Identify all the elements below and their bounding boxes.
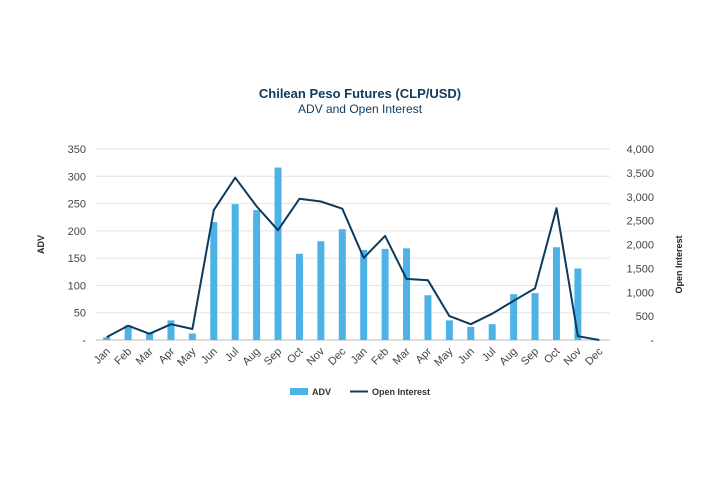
x-tick-label: Mar xyxy=(391,345,413,367)
y-tick-label-left: 300 xyxy=(68,171,86,183)
x-tick-label: Dec xyxy=(583,345,606,368)
adv-bar xyxy=(210,222,218,340)
open-interest-line xyxy=(106,176,600,341)
y-tick-label-right: 3,000 xyxy=(626,192,654,204)
x-tick-label: Dec xyxy=(326,345,349,368)
adv-bar xyxy=(253,210,261,340)
adv-bar xyxy=(403,248,411,340)
adv-bar xyxy=(146,332,154,340)
y-tick-label-left: - xyxy=(82,335,86,347)
adv-bar xyxy=(167,320,175,340)
x-tick-label: Oct xyxy=(542,346,563,367)
adv-bar xyxy=(188,333,196,340)
x-tick-label: Jul xyxy=(480,346,498,364)
x-tick-label: Sep xyxy=(519,346,541,368)
x-tick-label: Nov xyxy=(562,345,585,368)
adv-bar xyxy=(338,229,346,340)
y-tick-label-right: 2,000 xyxy=(626,240,654,252)
chart-title: Chilean Peso Futures (CLP/USD) xyxy=(258,86,462,101)
y-tick-label-right: 3,500 xyxy=(626,168,654,180)
x-tick-label: Jun xyxy=(199,346,220,367)
adv-bar xyxy=(317,241,325,340)
x-tick-label: Jan xyxy=(349,346,370,367)
adv-bar xyxy=(103,337,111,340)
legend-adv-label: ADV xyxy=(312,387,331,397)
adv-bar xyxy=(124,325,132,340)
y-tick-label-right: 4,000 xyxy=(626,144,654,156)
y-tick-label-left: 150 xyxy=(68,253,86,265)
x-tick-label: Feb xyxy=(369,346,391,368)
adv-bar xyxy=(467,326,475,340)
x-tick-label: Jun xyxy=(456,346,477,367)
adv-bar xyxy=(445,320,453,340)
y-tick-label-left: 200 xyxy=(68,226,86,238)
adv-bar xyxy=(552,247,560,340)
legend-adv-swatch xyxy=(290,388,308,395)
adv-bar xyxy=(360,249,368,340)
adv-bar xyxy=(231,204,239,340)
adv-bar xyxy=(295,253,303,340)
y-tick-label-left: 350 xyxy=(68,144,86,156)
adv-bar xyxy=(381,248,389,340)
x-tick-label: Jan xyxy=(92,346,113,367)
x-tick-label: Apr xyxy=(413,345,434,366)
adv-bar xyxy=(274,167,282,340)
legend: ADV Open Interest xyxy=(290,387,430,397)
x-tick-label: Mar xyxy=(134,345,156,367)
adv-bars xyxy=(103,167,582,340)
x-tick-label: Jul xyxy=(223,346,241,364)
y-tick-label-right: 1,000 xyxy=(626,287,654,299)
x-tick-label: May xyxy=(432,345,456,369)
y-tick-label-right: 2,500 xyxy=(626,216,654,228)
x-tick-label: Oct xyxy=(285,346,306,367)
y-axis-title-right: Open Interest xyxy=(674,235,684,293)
x-tick-label: Feb xyxy=(112,346,134,368)
adv-bar xyxy=(488,324,496,340)
adv-bar xyxy=(574,268,582,340)
x-tick-label: Sep xyxy=(262,346,284,368)
y-tick-label-right: 1,500 xyxy=(626,263,654,275)
gridlines xyxy=(96,148,610,341)
legend-open-interest-label: Open Interest xyxy=(372,387,430,397)
adv-bar xyxy=(531,293,539,340)
y-tick-label-right: - xyxy=(650,335,654,347)
y-tick-label-right: 500 xyxy=(636,311,654,323)
x-tick-label: May xyxy=(175,345,199,369)
x-tick-label: Apr xyxy=(156,345,177,366)
open-interest-polyline xyxy=(106,176,600,341)
y-tick-label-left: 50 xyxy=(74,308,86,320)
y-tick-label-left: 250 xyxy=(68,199,86,211)
y-tick-label-left: 100 xyxy=(68,280,86,292)
y-axis-title-left: ADV xyxy=(36,235,46,254)
chart-subtitle: ADV and Open Interest xyxy=(297,102,423,116)
adv-bar xyxy=(424,295,432,340)
x-tick-label: Nov xyxy=(305,345,328,368)
x-tick-label: Aug xyxy=(497,346,519,368)
adv-bar xyxy=(510,294,518,340)
x-tick-label: Aug xyxy=(240,346,262,368)
